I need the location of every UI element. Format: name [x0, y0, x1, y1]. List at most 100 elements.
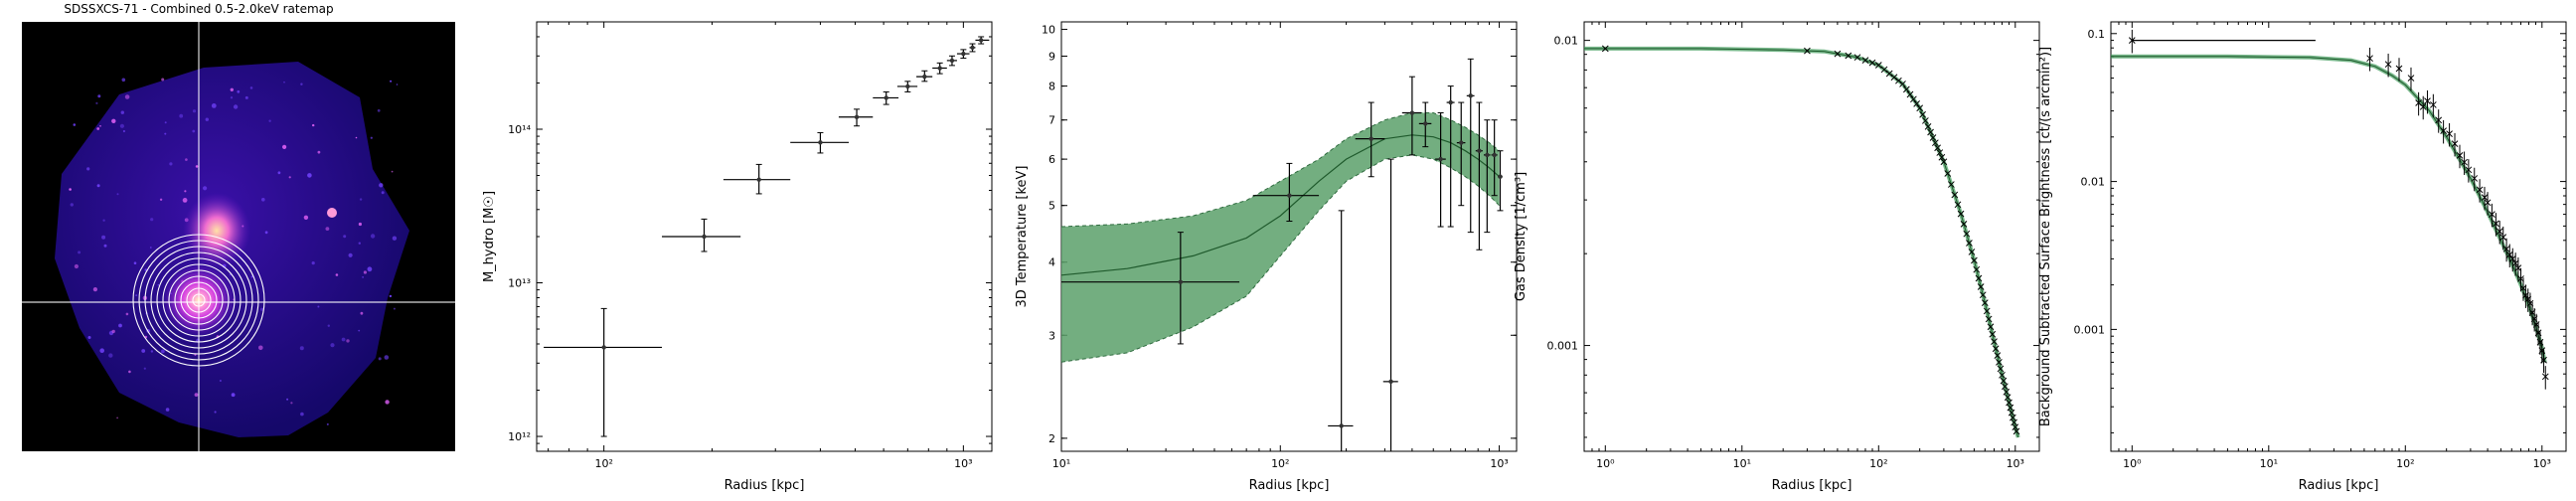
data-marker [1992, 345, 2000, 353]
data-marker [1885, 70, 1893, 78]
point-source [277, 171, 281, 175]
data-marker [2541, 373, 2549, 381]
y-tick-label: 0.001 [2074, 323, 2106, 336]
data-point [1498, 174, 1503, 179]
data-marker [1944, 170, 1952, 177]
data-marker [2446, 130, 2453, 137]
point-source [205, 117, 209, 121]
point-source [286, 398, 289, 401]
data-point [1448, 99, 1453, 105]
point-source [233, 104, 239, 109]
point-source [133, 261, 137, 265]
point-source [348, 252, 353, 257]
point-source [370, 136, 373, 139]
point-source [128, 370, 131, 374]
data-point [1178, 279, 1184, 284]
data-marker [2502, 246, 2510, 252]
data-marker [2007, 404, 2014, 412]
data-marker [2435, 116, 2443, 124]
x-tick-label: 10³ [2533, 457, 2551, 470]
axes-frame [536, 21, 993, 452]
point-source [96, 127, 100, 130]
point-source [150, 350, 154, 353]
point-source [101, 235, 106, 240]
y-tick-label: 6 [1048, 153, 1055, 166]
data-marker [2366, 55, 2373, 63]
data-marker [1853, 54, 1861, 62]
x-tick-label: 10² [2396, 457, 2414, 470]
point-source [124, 94, 130, 99]
point-source [96, 184, 100, 188]
point-source [78, 250, 81, 254]
data-point [1485, 152, 1490, 158]
data-marker [2465, 166, 2473, 174]
point-source [311, 261, 315, 265]
point-source [182, 198, 188, 203]
y-tick-label: 4 [1048, 256, 1055, 269]
y-tick-label: 2 [1048, 432, 1055, 445]
data-point [961, 51, 966, 57]
point-source [259, 307, 264, 311]
data-marker [2424, 97, 2431, 104]
point-source [391, 170, 394, 173]
plot-panel-4: 10⁰ 10¹ 10² 10³ 0.01 0.001 Radius [kpc] Gas Den… [1514, 21, 2040, 493]
point-source [185, 158, 188, 161]
point-source [384, 355, 390, 360]
band-upper-edge [1061, 112, 1500, 228]
data-marker [1929, 134, 1937, 141]
x-tick-label: 10³ [954, 457, 972, 470]
data-layer [544, 36, 990, 437]
data-point [1477, 148, 1482, 153]
x-tick-label: 10³ [1490, 457, 1508, 470]
y-tick-label: 10 [1042, 24, 1055, 37]
point-source [194, 393, 199, 397]
point-source [249, 86, 253, 89]
point-source [367, 266, 373, 272]
data-marker [2508, 255, 2516, 262]
point-source [195, 165, 199, 168]
data-marker [1936, 149, 1944, 156]
data-marker [1868, 59, 1876, 67]
data-marker [1804, 47, 1811, 55]
y-tick-label: 7 [1048, 114, 1055, 127]
data-marker [1906, 90, 1914, 98]
data-point [1492, 152, 1497, 158]
point-source [335, 273, 339, 276]
point-source [358, 242, 361, 245]
point-source [86, 167, 90, 171]
point-source [164, 132, 167, 135]
point-source [393, 307, 396, 310]
data-marker [1948, 181, 1955, 188]
x-tick-label: 10² [1869, 457, 1887, 470]
data-marker [1899, 81, 1906, 87]
point-source [74, 263, 79, 269]
point-source [69, 188, 72, 191]
data-point [884, 95, 888, 100]
x-tick-label: 10² [1271, 457, 1289, 470]
point-source [370, 234, 376, 239]
data-point [970, 45, 975, 51]
data-marker [1916, 104, 1924, 112]
point-source [230, 96, 234, 99]
point-source [116, 417, 118, 419]
data-marker [2517, 275, 2524, 282]
y-tick-label: 0.1 [2088, 28, 2106, 41]
y-tick-label: 0.01 [1554, 35, 1579, 48]
y-tick-label: 8 [1048, 81, 1055, 93]
data-marker [2511, 259, 2519, 267]
point-source [169, 162, 173, 166]
point-source [377, 108, 381, 112]
point-source [192, 109, 197, 113]
y-tick-label: 5 [1048, 200, 1055, 213]
data-marker [2002, 383, 2009, 391]
data-marker [1919, 110, 1926, 118]
ratemap-title: SDSSXCS-71 - Combined 0.5-2.0keV ratemap [64, 2, 334, 16]
data-point [818, 140, 823, 145]
data-point [1438, 156, 1443, 162]
data-marker [2006, 399, 2012, 407]
y-tick-label: 0.01 [2081, 176, 2106, 189]
point-source [303, 215, 309, 220]
y-tick-label: 0.001 [1547, 340, 1579, 353]
data-marker [1910, 95, 1917, 103]
point-source [312, 123, 315, 127]
